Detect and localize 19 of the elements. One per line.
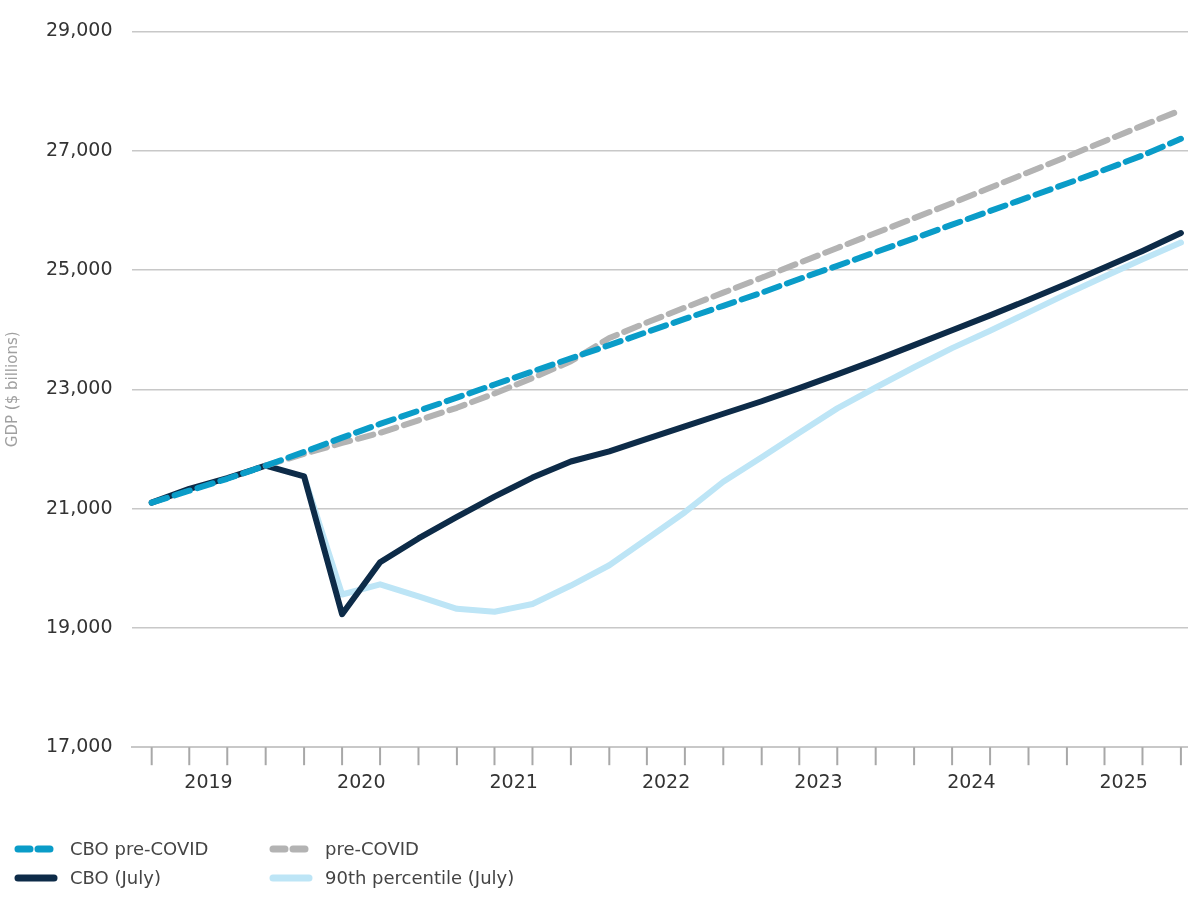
y-tick-label: 21,000 — [46, 495, 113, 518]
y-tick-label: 29,000 — [46, 18, 113, 41]
y-tick-label: 25,000 — [46, 256, 113, 279]
y-tick-label: 27,000 — [46, 137, 113, 160]
legend-label: 90th percentile (July) — [325, 867, 515, 888]
x-tick-label: 2020 — [337, 769, 386, 792]
x-tick-label: 2022 — [641, 769, 691, 792]
y-tick-label: 23,000 — [46, 376, 113, 399]
y-tick-label: 19,000 — [46, 614, 113, 637]
legend-label: CBO pre-COVID — [70, 838, 209, 859]
x-tick-label: 2023 — [794, 769, 843, 792]
x-tick-label: 2019 — [184, 769, 233, 792]
y-axis-title: GDP ($ billions) — [2, 331, 21, 448]
legend-label: CBO (July) — [70, 867, 161, 888]
legend-label: pre-COVID — [325, 838, 419, 859]
x-tick-label: 2021 — [489, 769, 538, 792]
x-tick-label: 2025 — [1099, 769, 1148, 792]
x-tick-label: 2024 — [947, 769, 996, 792]
y-tick-label: 17,000 — [46, 734, 113, 757]
